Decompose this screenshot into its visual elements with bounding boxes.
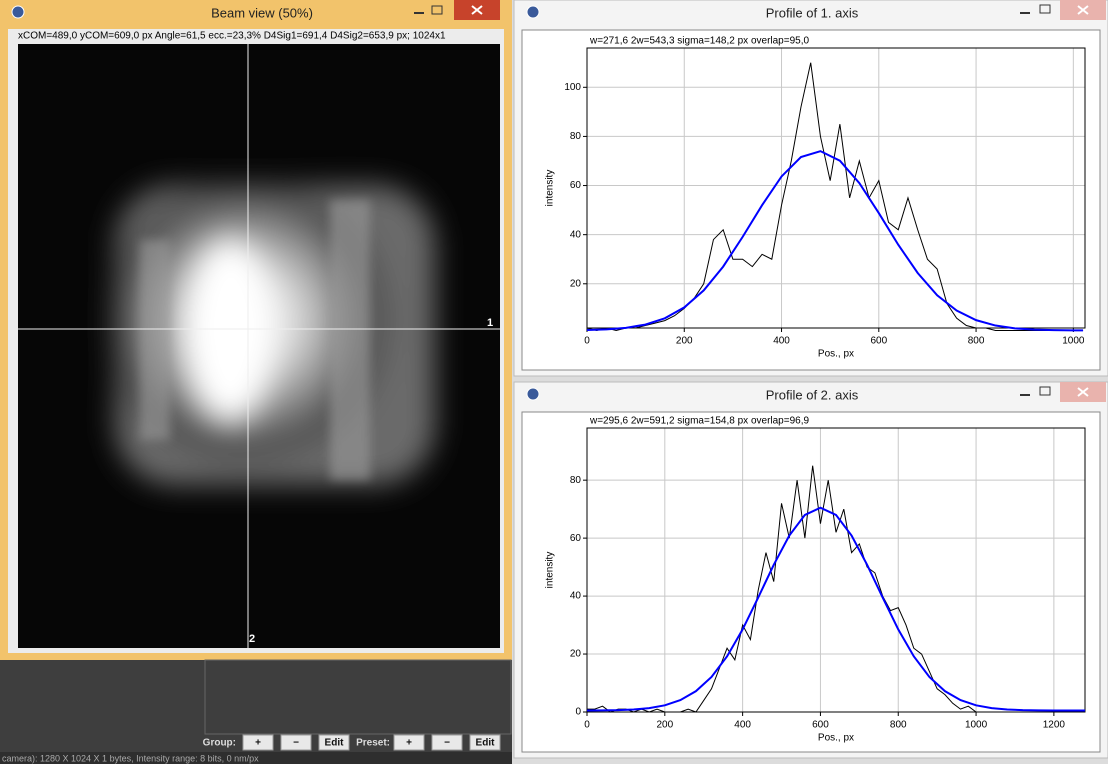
toolbar-button[interactable] (469, 734, 501, 751)
y-axis-label: intensity (545, 552, 556, 589)
axis-marker: 1 (487, 317, 493, 329)
x-tick-label: 200 (676, 336, 693, 347)
app-icon (526, 5, 540, 19)
minimize-button[interactable] (1020, 12, 1030, 14)
y-tick-label: 20 (570, 278, 582, 289)
window-title: Profile of 1. axis (766, 5, 859, 20)
profile-stats: w=295,6 2w=591,2 sigma=154,8 px overlap=… (589, 416, 809, 427)
y-tick-label: 0 (575, 707, 581, 718)
x-tick-label: 400 (734, 720, 751, 731)
toolbar-button[interactable] (280, 734, 312, 751)
window-title: Beam view (50%) (211, 5, 313, 20)
toolbar-button[interactable] (242, 734, 274, 751)
x-axis-label: Pos., px (818, 733, 854, 744)
status-text: camera): 1280 X 1024 X 1 bytes, Intensit… (2, 753, 259, 763)
x-tick-label: 0 (584, 720, 590, 731)
close-glyph (1077, 5, 1089, 15)
y-tick-label: 40 (570, 229, 582, 240)
plot-frame (586, 427, 1086, 713)
profile-line (586, 62, 1084, 331)
y-tick-label: 60 (570, 180, 582, 191)
profile-windows: Profile of 1. axis w=271,6 2w=543,3 sigma… (513, 0, 1108, 759)
x-tick-label: 800 (968, 336, 985, 347)
x-tick-label: 1000 (965, 720, 988, 731)
x-axis-label: Pos., px (818, 349, 854, 360)
y-tick-label: 40 (570, 591, 582, 602)
profile-stats: w=271,6 2w=543,3 sigma=148,2 px overlap=… (589, 36, 809, 47)
y-tick-label: 80 (570, 131, 582, 142)
button-label: + (406, 738, 412, 749)
y-tick-label: 20 (570, 649, 582, 660)
x-tick-label: 1200 (1043, 720, 1066, 731)
plot-frame (586, 47, 1086, 329)
toolbar-button[interactable] (393, 734, 425, 751)
plot-panel (521, 29, 1101, 371)
y-tick-label: 100 (564, 82, 581, 93)
app-icon (526, 387, 540, 401)
x-tick-label: 0 (584, 336, 590, 347)
button-label: − (293, 738, 299, 749)
y-tick-label: 80 (570, 475, 582, 486)
plot-panel (521, 411, 1101, 753)
beam-info: xCOM=489,0 yCOM=609,0 px Angle=61,5 ecc.… (18, 31, 446, 42)
button-label: + (255, 738, 261, 749)
toolbar-button[interactable] (318, 734, 350, 751)
button-label: − (444, 738, 450, 749)
toolbar-button[interactable] (431, 734, 463, 751)
button-label: Edit (325, 738, 345, 749)
profile-line (586, 150, 1084, 332)
x-tick-label: 200 (656, 720, 673, 731)
button-label: Edit (476, 738, 496, 749)
x-tick-label: 800 (890, 720, 907, 731)
close-glyph (1077, 387, 1089, 397)
close-glyph (471, 5, 483, 15)
x-tick-label: 400 (773, 336, 790, 347)
beam-texture (140, 200, 370, 480)
profile-line (587, 465, 1085, 713)
status-bar (0, 752, 512, 764)
maximize-button[interactable] (1039, 4, 1051, 14)
minimize-button[interactable] (1020, 394, 1030, 396)
axis-marker: 2 (249, 633, 255, 645)
x-tick-label: 600 (812, 720, 829, 731)
maximize-button[interactable] (1039, 386, 1051, 396)
y-axis-label: intensity (545, 170, 556, 207)
window-title: Profile of 2. axis (766, 387, 859, 402)
preset-label: Preset: (356, 738, 390, 749)
x-tick-label: 1000 (1062, 336, 1085, 347)
app-icon (11, 5, 25, 19)
panel-frame (204, 659, 512, 735)
y-tick-label: 60 (570, 533, 582, 544)
profile-line (586, 506, 1085, 712)
maximize-button[interactable] (431, 5, 443, 15)
x-tick-label: 600 (870, 336, 887, 347)
group-label: Group: (203, 738, 236, 749)
minimize-button[interactable] (414, 12, 424, 14)
